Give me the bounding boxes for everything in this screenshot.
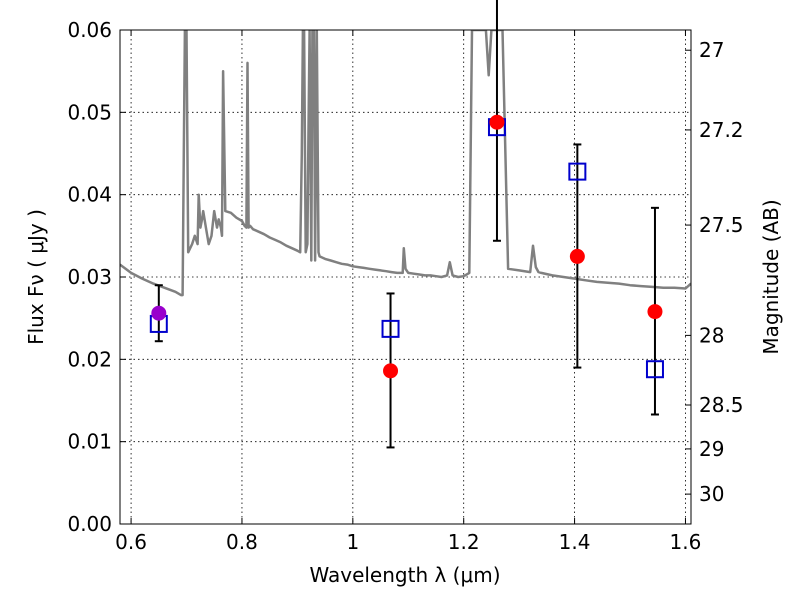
flux-circle-marker xyxy=(569,248,585,264)
right-tick-label: 27.5 xyxy=(699,213,744,237)
spectrum-line xyxy=(120,30,691,297)
right-tick-label: 27.2 xyxy=(699,118,744,142)
y-tick-label: 0.02 xyxy=(67,347,112,371)
y-tick-label: 0.04 xyxy=(67,183,112,207)
grid xyxy=(120,30,691,524)
model-square-marker xyxy=(381,319,400,338)
right-tick-label: 30 xyxy=(699,482,724,506)
markers xyxy=(149,114,664,379)
y-tick-label: 0.00 xyxy=(67,512,112,536)
x-tick-label: 1.2 xyxy=(448,530,480,554)
right-tick-label: 29 xyxy=(699,437,724,461)
flux-circle-marker xyxy=(383,363,399,379)
model-square-marker xyxy=(568,162,587,181)
right-tick-label: 27 xyxy=(699,38,724,62)
right-tick-label: 28 xyxy=(699,323,724,347)
y-tick-label: 0.06 xyxy=(67,18,112,42)
y-tick-label: 0.03 xyxy=(67,265,112,289)
y-tick-label: 0.05 xyxy=(67,100,112,124)
flux-circle-marker xyxy=(489,114,505,130)
x-tick-label: 1.6 xyxy=(670,530,702,554)
y-axis-right-label: Magnitude (AB) xyxy=(759,199,783,354)
x-axis: 0.6 0.8 1 1.2 1.4 1.6 xyxy=(115,30,701,554)
y-axis-left: 0.00 0.01 0.02 0.03 0.04 0.05 0.06 xyxy=(67,18,126,536)
right-tick-label: 28.5 xyxy=(699,393,744,417)
flux-circle-marker xyxy=(647,304,663,320)
x-tick-label: 1 xyxy=(346,530,359,554)
y-tick-label: 0.01 xyxy=(67,430,112,454)
y-axis-right: 27 27.2 27.5 28 28.5 29 30 xyxy=(685,38,744,506)
x-axis-label: Wavelength λ (μm) xyxy=(309,563,500,587)
x-tick-label: 1.4 xyxy=(559,530,591,554)
model-square-marker xyxy=(645,360,664,379)
x-tick-label: 0.8 xyxy=(226,530,258,554)
x-tick-label: 0.6 xyxy=(115,530,147,554)
model-spectrum xyxy=(120,30,691,297)
flux-circle-marker xyxy=(151,305,167,321)
y-axis-label: Flux Fν ( μJy ) xyxy=(24,209,48,345)
